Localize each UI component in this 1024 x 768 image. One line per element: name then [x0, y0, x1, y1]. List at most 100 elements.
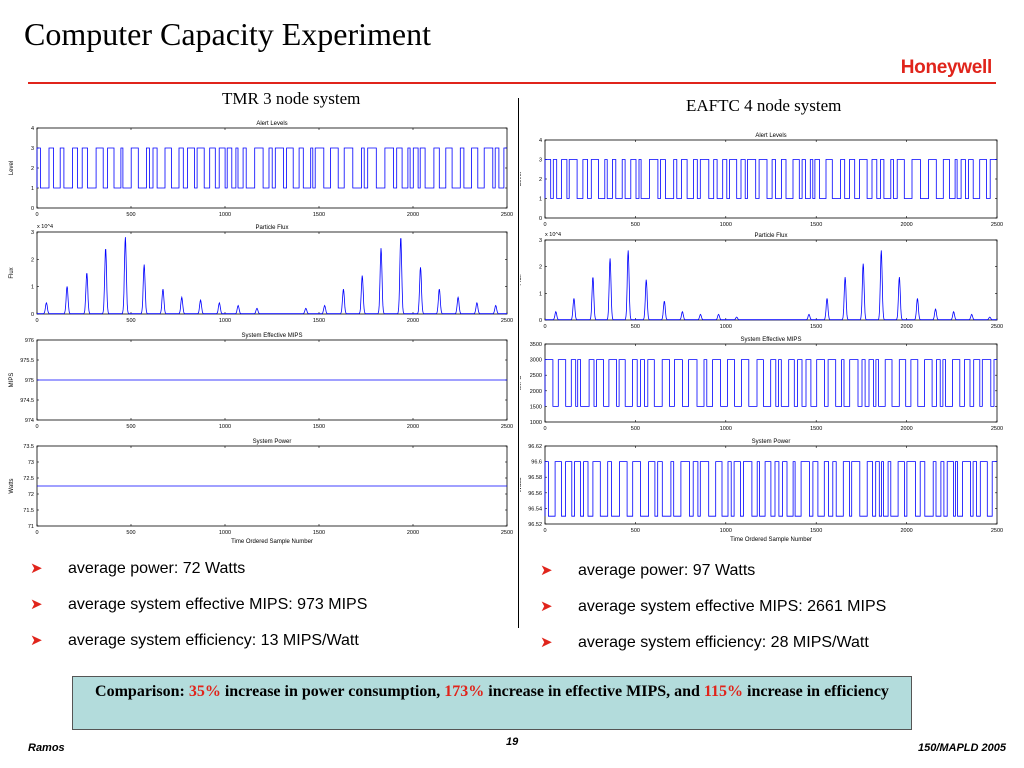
- column-divider: [518, 98, 519, 628]
- chart-right-particle-flux: Particle Flux Flux x 10^4 0 500 1000 1500 2000 2…: [520, 232, 1003, 330]
- y-tick-label: 1000: [530, 420, 542, 426]
- series-line: [544, 461, 997, 517]
- x-tick-label: 2500: [501, 530, 513, 536]
- y-tick-label: 3: [539, 238, 542, 244]
- y-tick-label: 4: [539, 138, 542, 144]
- x-tick-label: 2500: [501, 212, 513, 218]
- y-tick-label: 3500: [530, 342, 542, 348]
- x-tick-label: 2000: [407, 424, 419, 430]
- series-line: [544, 159, 997, 199]
- x-tick-label: 2000: [900, 222, 912, 228]
- y-tick-label: 96.52: [528, 522, 542, 528]
- x-tick-label: 1000: [720, 222, 732, 228]
- y-tick-label: 96.56: [528, 491, 542, 497]
- series-line: [544, 359, 997, 407]
- y-tick-label: 96.58: [528, 475, 542, 481]
- left-bullet: ➤ average system efficiency: 13 MIPS/Watt: [30, 629, 367, 665]
- y-tick-label: 0: [31, 312, 34, 318]
- exponent-label: x 10^4: [37, 224, 53, 230]
- x-tick-label: 0: [35, 318, 38, 324]
- x-tick-label: 1500: [810, 426, 822, 432]
- y-tick-label: 3: [539, 158, 542, 164]
- y-axis-label: Flux: [520, 274, 523, 285]
- x-tick-label: 2500: [991, 426, 1003, 432]
- y-tick-label: 71: [28, 524, 34, 530]
- plot-frame: [544, 239, 998, 321]
- y-tick-label: 2: [539, 265, 542, 271]
- x-tick-label: 2500: [501, 424, 513, 430]
- left-bullets: ➤ average power: 72 Watts ➤ average system…: [30, 557, 367, 665]
- chart-title: Particle Flux: [754, 233, 787, 239]
- y-tick-label: 1: [539, 291, 542, 297]
- y-axis-label: MIPS: [9, 373, 15, 388]
- header-rule: [28, 82, 996, 84]
- honeywell-logo: Honeywell: [900, 57, 993, 78]
- y-tick-label: 2: [31, 257, 34, 263]
- y-tick-label: 96.6: [531, 460, 542, 466]
- exponent-label: x 10^4: [545, 232, 561, 238]
- chart-title: Alert Levels: [256, 121, 287, 127]
- chart-left-particle-flux: Particle Flux Flux x 10^4 0 500 1000 1500 2000 2…: [9, 224, 513, 324]
- y-tick-label: 71.5: [23, 508, 34, 514]
- x-axis-label: Time Ordered Sample Number: [231, 539, 313, 545]
- x-tick-label: 2500: [501, 318, 513, 324]
- chart-right-mips: System Effective MIPS MIPS 0 500 1000 1500 200…: [520, 337, 1003, 432]
- plot-frame: [544, 139, 998, 219]
- x-tick-label: 500: [126, 318, 135, 324]
- y-tick-label: 1: [539, 197, 542, 203]
- x-tick-label: 2000: [407, 318, 419, 324]
- footer-page-number: 19: [506, 736, 519, 748]
- y-tick-label: 974: [25, 418, 34, 424]
- y-tick-label: 2500: [530, 373, 542, 379]
- x-tick-label: 0: [35, 424, 38, 430]
- arrow-bullet-icon: ➤: [540, 562, 553, 579]
- x-tick-label: 1000: [720, 528, 732, 534]
- x-tick-label: 1000: [219, 530, 231, 536]
- x-tick-label: 1500: [313, 318, 325, 324]
- x-tick-label: 1500: [313, 424, 325, 430]
- right-bullet: ➤ average system efficiency: 28 MIPS/Watt: [540, 631, 886, 667]
- y-tick-label: 3: [31, 230, 34, 236]
- y-tick-label: 2: [31, 166, 34, 172]
- y-tick-label: 3: [31, 146, 34, 152]
- y-tick-label: 4: [31, 126, 34, 132]
- x-tick-label: 1000: [219, 318, 231, 324]
- x-tick-label: 2000: [407, 530, 419, 536]
- footer-conference: 150/MAPLD 2005: [917, 742, 1006, 754]
- y-tick-label: 2000: [530, 389, 542, 395]
- x-tick-label: 500: [631, 324, 640, 330]
- y-tick-label: 73.5: [23, 444, 34, 450]
- arrow-bullet-icon: ➤: [30, 596, 43, 613]
- y-tick-label: 1: [31, 186, 34, 192]
- y-tick-label: 2: [539, 177, 542, 183]
- y-tick-label: 72: [28, 492, 34, 498]
- y-tick-label: 975.5: [20, 358, 34, 364]
- x-tick-label: 500: [631, 528, 640, 534]
- page-title: Computer Capacity Experiment: [24, 16, 431, 52]
- x-tick-label: 1000: [720, 324, 732, 330]
- x-tick-label: 1500: [810, 324, 822, 330]
- right-bullets: ➤ average power: 97 Watts ➤ average system…: [540, 559, 886, 667]
- x-tick-label: 2000: [900, 528, 912, 534]
- right-bullet: ➤ average power: 97 Watts: [540, 559, 886, 595]
- x-tick-label: 2000: [900, 426, 912, 432]
- chart-right-power: System Power Watts Time Ordered Sample Num…: [520, 439, 1003, 543]
- arrow-bullet-icon: ➤: [540, 598, 553, 615]
- plot-frame: [36, 231, 508, 315]
- series-line: [37, 237, 507, 315]
- x-tick-label: 1500: [313, 212, 325, 218]
- chart-left-power: System Power Watts Time Ordered Sample Num…: [9, 439, 513, 545]
- right-bullet: ➤ average system effective MIPS: 2661 MIP…: [540, 595, 886, 631]
- chart-title: Particle Flux: [255, 225, 288, 231]
- y-tick-label: 72.5: [23, 476, 34, 482]
- chart-title: System Effective MIPS: [242, 333, 303, 339]
- x-tick-label: 500: [126, 212, 135, 218]
- y-tick-label: 3000: [530, 358, 542, 364]
- y-tick-label: 0: [31, 206, 34, 212]
- y-tick-label: 96.54: [528, 506, 542, 512]
- x-tick-label: 0: [35, 530, 38, 536]
- x-tick-label: 2500: [991, 528, 1003, 534]
- x-tick-label: 500: [631, 222, 640, 228]
- y-tick-label: 73: [28, 460, 34, 466]
- x-tick-label: 1500: [313, 530, 325, 536]
